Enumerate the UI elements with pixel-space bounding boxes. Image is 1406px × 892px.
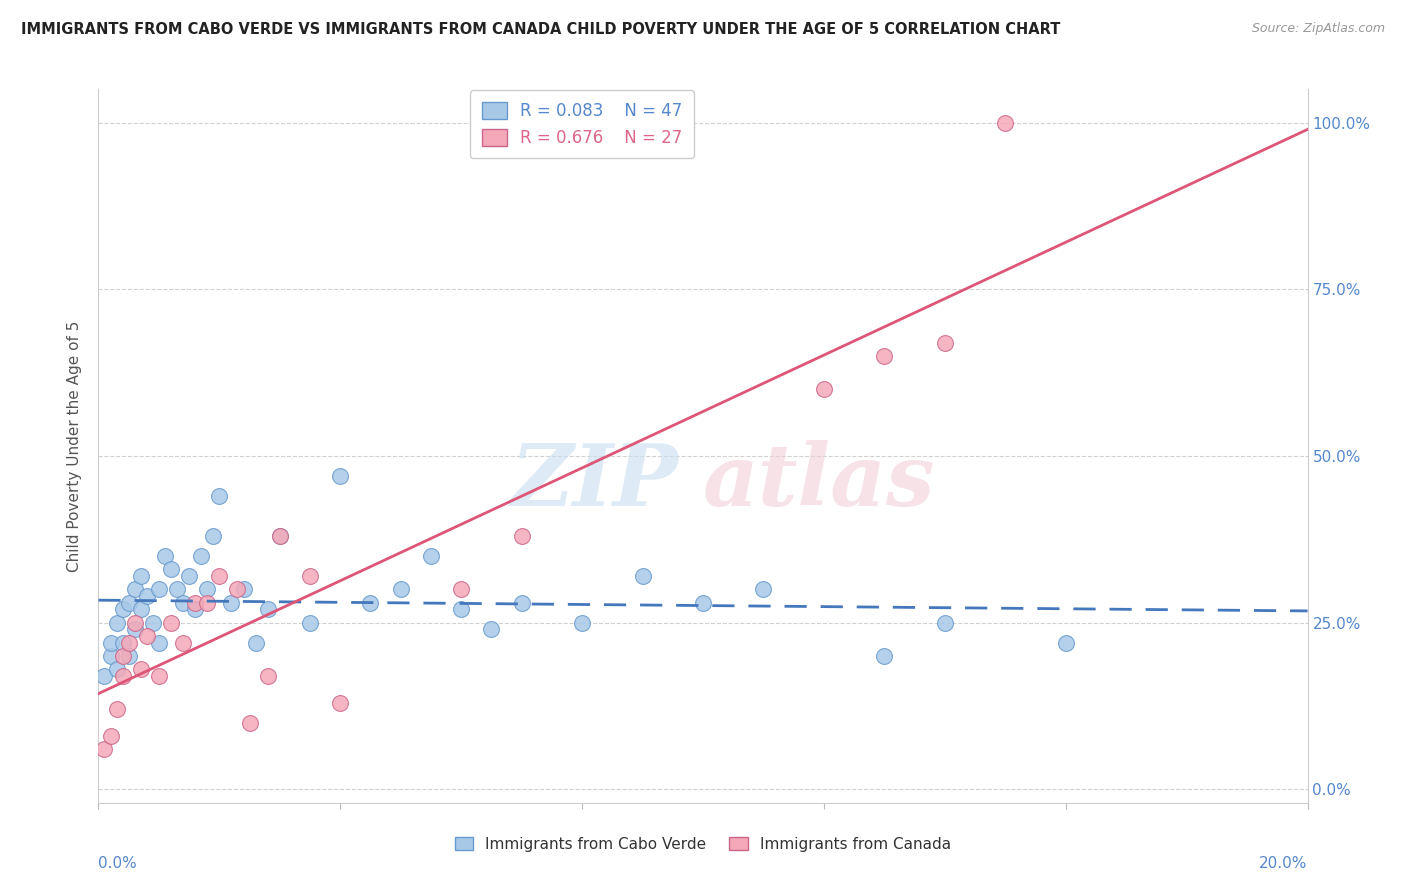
- Point: [873, 649, 896, 664]
- Point: [100, 649, 122, 664]
- Point: [269, 529, 291, 543]
- Point: [221, 596, 243, 610]
- Point: [105, 662, 128, 676]
- Point: [994, 115, 1017, 129]
- Point: [172, 596, 194, 610]
- Point: [179, 569, 201, 583]
- Point: [329, 469, 352, 483]
- Point: [190, 549, 212, 563]
- Point: [111, 602, 134, 616]
- Point: [245, 636, 267, 650]
- Point: [450, 602, 472, 616]
- Point: [172, 636, 194, 650]
- Point: [135, 589, 157, 603]
- Point: [93, 742, 115, 756]
- Point: [118, 636, 141, 650]
- Point: [299, 615, 322, 630]
- Point: [329, 696, 352, 710]
- Point: [692, 596, 714, 610]
- Point: [481, 623, 503, 637]
- Text: 20.0%: 20.0%: [1260, 856, 1308, 871]
- Point: [232, 582, 254, 597]
- Point: [166, 582, 188, 597]
- Point: [105, 702, 128, 716]
- Point: [184, 602, 207, 616]
- Point: [256, 602, 278, 616]
- Point: [202, 529, 225, 543]
- Point: [148, 636, 170, 650]
- Point: [93, 669, 115, 683]
- Point: [135, 629, 157, 643]
- Point: [813, 382, 835, 396]
- Point: [269, 529, 291, 543]
- Point: [450, 582, 472, 597]
- Point: [631, 569, 654, 583]
- Point: [160, 562, 183, 576]
- Text: Source: ZipAtlas.com: Source: ZipAtlas.com: [1251, 22, 1385, 36]
- Point: [510, 596, 533, 610]
- Point: [360, 596, 382, 610]
- Point: [208, 569, 231, 583]
- Point: [124, 623, 146, 637]
- Point: [420, 549, 443, 563]
- Point: [153, 549, 176, 563]
- Point: [118, 596, 141, 610]
- Point: [299, 569, 322, 583]
- Point: [195, 582, 218, 597]
- Point: [239, 715, 262, 730]
- Point: [148, 582, 170, 597]
- Point: [111, 669, 134, 683]
- Point: [124, 582, 146, 597]
- Point: [195, 596, 218, 610]
- Point: [148, 669, 170, 683]
- Text: IMMIGRANTS FROM CABO VERDE VS IMMIGRANTS FROM CANADA CHILD POVERTY UNDER THE AGE: IMMIGRANTS FROM CABO VERDE VS IMMIGRANTS…: [21, 22, 1060, 37]
- Text: ZIP: ZIP: [510, 440, 679, 524]
- Point: [142, 615, 165, 630]
- Point: [124, 615, 146, 630]
- Point: [100, 729, 122, 743]
- Point: [111, 649, 134, 664]
- Point: [184, 596, 207, 610]
- Point: [752, 582, 775, 597]
- Point: [208, 489, 231, 503]
- Point: [510, 529, 533, 543]
- Y-axis label: Child Poverty Under the Age of 5: Child Poverty Under the Age of 5: [67, 320, 83, 572]
- Point: [389, 582, 412, 597]
- Point: [226, 582, 249, 597]
- Point: [571, 615, 593, 630]
- Point: [118, 649, 141, 664]
- Text: atlas: atlas: [703, 440, 935, 524]
- Point: [160, 615, 183, 630]
- Point: [105, 615, 128, 630]
- Point: [100, 636, 122, 650]
- Point: [111, 636, 134, 650]
- Text: 0.0%: 0.0%: [98, 856, 138, 871]
- Point: [256, 669, 278, 683]
- Point: [129, 569, 152, 583]
- Legend: Immigrants from Cabo Verde, Immigrants from Canada: Immigrants from Cabo Verde, Immigrants f…: [447, 829, 959, 859]
- Point: [1054, 636, 1077, 650]
- Point: [934, 615, 956, 630]
- Point: [934, 335, 956, 350]
- Point: [873, 349, 896, 363]
- Point: [129, 602, 152, 616]
- Point: [129, 662, 152, 676]
